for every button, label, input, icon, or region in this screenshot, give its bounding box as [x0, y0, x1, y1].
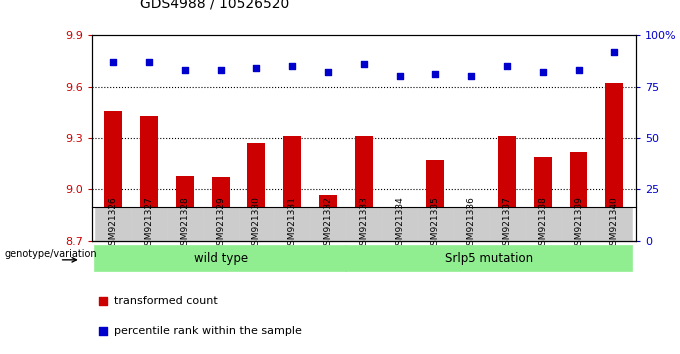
Point — [430, 72, 441, 77]
Text: GSM921332: GSM921332 — [324, 196, 333, 251]
Bar — [95, 207, 131, 241]
Bar — [525, 207, 560, 241]
Bar — [248, 143, 265, 241]
Bar — [489, 207, 525, 241]
Bar — [310, 207, 346, 241]
Bar — [176, 176, 194, 241]
Point — [97, 328, 108, 334]
Bar — [570, 152, 588, 241]
Point — [466, 74, 477, 79]
Text: GSM921327: GSM921327 — [145, 196, 154, 251]
Bar — [605, 83, 624, 241]
Point — [573, 68, 584, 73]
Bar — [203, 207, 239, 241]
Bar — [346, 207, 381, 241]
Text: GSM921330: GSM921330 — [252, 196, 261, 251]
Text: GSM921326: GSM921326 — [109, 196, 118, 251]
Text: wild type: wild type — [194, 252, 248, 265]
Point — [609, 49, 619, 55]
Bar — [596, 207, 632, 241]
Bar — [131, 207, 167, 241]
Bar — [454, 207, 489, 241]
Bar — [498, 136, 516, 241]
Point — [108, 59, 119, 65]
Point — [358, 61, 369, 67]
Bar — [534, 157, 551, 241]
Text: GSM921340: GSM921340 — [610, 196, 619, 251]
Text: GSM921333: GSM921333 — [359, 196, 369, 251]
Point — [251, 65, 262, 71]
Bar — [346, 246, 632, 271]
Bar — [319, 194, 337, 241]
Point — [287, 63, 298, 69]
Bar — [390, 239, 409, 241]
Text: GSM921328: GSM921328 — [180, 196, 189, 251]
Text: GSM921336: GSM921336 — [466, 196, 476, 251]
Bar — [381, 207, 418, 241]
Bar — [284, 136, 301, 241]
Text: transformed count: transformed count — [114, 296, 218, 306]
Bar — [167, 207, 203, 241]
Bar — [462, 227, 480, 241]
Text: GSM921331: GSM921331 — [288, 196, 296, 251]
Text: GSM921334: GSM921334 — [395, 196, 404, 251]
Text: GSM921338: GSM921338 — [539, 196, 547, 251]
Text: GSM921329: GSM921329 — [216, 196, 225, 251]
Bar — [95, 246, 346, 271]
Point — [97, 298, 108, 304]
Text: GDS4988 / 10526520: GDS4988 / 10526520 — [139, 0, 289, 11]
Bar — [355, 136, 373, 241]
Bar — [104, 111, 122, 241]
Point — [322, 69, 333, 75]
Point — [215, 68, 226, 73]
Text: GSM921337: GSM921337 — [503, 196, 511, 251]
Point — [537, 69, 548, 75]
Point — [394, 74, 405, 79]
Point — [180, 68, 190, 73]
Point — [143, 59, 154, 65]
Bar — [418, 207, 454, 241]
Text: genotype/variation: genotype/variation — [5, 249, 97, 259]
Bar — [560, 207, 596, 241]
Text: GSM921339: GSM921339 — [574, 196, 583, 251]
Text: percentile rank within the sample: percentile rank within the sample — [114, 326, 301, 336]
Text: GSM921335: GSM921335 — [431, 196, 440, 251]
Bar — [211, 177, 230, 241]
Bar — [239, 207, 274, 241]
Point — [502, 63, 513, 69]
Text: Srlp5 mutation: Srlp5 mutation — [445, 252, 533, 265]
Bar — [140, 116, 158, 241]
Bar — [274, 207, 310, 241]
Bar — [426, 160, 444, 241]
